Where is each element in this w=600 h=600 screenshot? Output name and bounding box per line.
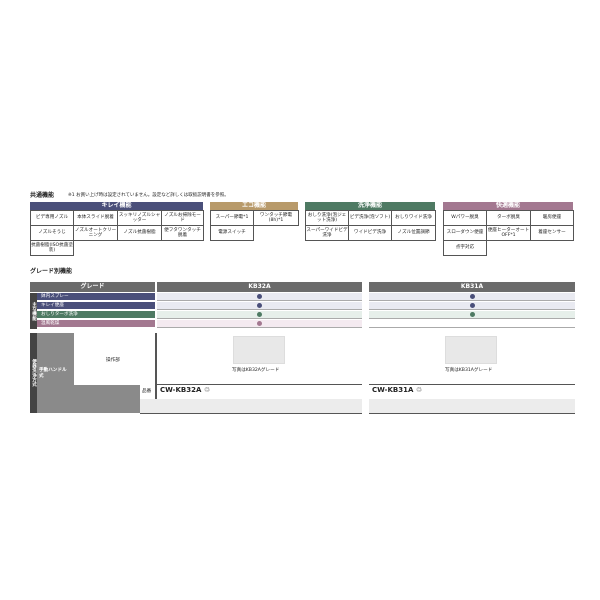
kirei-grid: ビデ専用ノズル 本体スライド脱着 スッキリノズルシャッター ノズルお掃除モードノズルそ… — [30, 210, 204, 256]
feature-cell: ノズル位置調節 — [392, 226, 436, 241]
feature-cell-kb31a — [369, 320, 575, 328]
feature-cell: 便フタワンタッチ脱着 — [162, 226, 204, 241]
feature-cell: スッキリノズルシャッター — [118, 211, 162, 226]
feature-cell-kb31a — [369, 293, 575, 301]
feature-cell-kb32a — [157, 311, 362, 319]
features-side-label: 主な機能 — [31, 301, 37, 321]
control-label: 操作部 — [106, 358, 120, 363]
empty-cell — [254, 226, 299, 240]
eco-mark-icon: ♲ — [203, 386, 211, 394]
divider — [157, 384, 362, 385]
senjo-header: 洗浄機能 — [305, 202, 435, 210]
kirei-header: キレイ機能 — [30, 202, 203, 210]
common-title: 共通機能 — [30, 192, 55, 199]
photo-caption-kb31a: 写真はKB31Aグレード — [445, 368, 493, 373]
empty-cell — [487, 241, 531, 255]
feature-cell: ノズル抗菌樹脂 — [118, 226, 162, 241]
feature-cell: ノズルそうじ — [31, 226, 74, 241]
feature-row-label: 鉢内スプレー — [37, 293, 155, 301]
blank-row — [369, 399, 575, 414]
feature-cell-kb32a — [157, 293, 362, 301]
part-number-kb31a: CW-KB31A ♲ — [372, 386, 423, 394]
part-label: 品番 — [142, 389, 152, 394]
blank-row — [140, 399, 362, 414]
feature-cell-kb31a — [369, 311, 575, 319]
empty-cell — [162, 241, 204, 255]
feature-cell: 暖房便座 — [531, 211, 574, 226]
flush-side-strip: 便器洗浄方式 — [30, 333, 37, 413]
grade-title: グレード別機能 — [30, 268, 73, 275]
feature-cell: ワンタッチ節電(8h)*1 — [254, 211, 299, 226]
feature-row-label: キレイ便座 — [37, 302, 155, 310]
available-dot-icon — [469, 294, 475, 299]
feature-cell: ワイドビデ洗浄 — [349, 226, 392, 241]
divider — [155, 333, 157, 413]
common-note: ※1 お買い上げ時は設定されていません。設定など詳しくは取扱説明書を参照。 — [68, 193, 229, 198]
feature-cell: ターボ脱臭 — [487, 211, 531, 226]
feature-cell: 電源スイッチ — [211, 226, 254, 241]
feature-cell: 着座センサー — [531, 226, 574, 241]
kaiteki-grid: Wパワー脱臭 ターボ脱臭 暖房便座スローダウン便座 便座ヒーターオートOFF*1 着座セ… — [443, 210, 574, 256]
feature-cell-kb32a — [157, 320, 362, 328]
empty-cell — [531, 241, 574, 255]
part-number-kb32a: CW-KB32A ♲ — [160, 386, 211, 394]
control-cell — [74, 333, 155, 385]
photo-caption-kb32a: 写真はKB32Aグレード — [232, 368, 280, 373]
feature-cell-kb32a — [157, 302, 362, 310]
feature-cell: スーパーワイドビデ洗浄 — [306, 226, 349, 241]
feature-cell: おしりワイド洗浄 — [392, 211, 436, 226]
empty-cell — [74, 241, 118, 255]
eco-mark-icon: ♲ — [415, 386, 423, 394]
feature-cell: スローダウン便座 — [444, 226, 487, 241]
feature-cell: Wパワー脱臭 — [444, 211, 487, 226]
feature-cell: ビデ専用ノズル — [31, 211, 74, 226]
flush-side-label: 便器洗浄方式 — [31, 359, 37, 387]
available-dot-icon — [257, 321, 262, 326]
flush-type: 手動ハンドル式 — [39, 368, 67, 379]
available-dot-icon — [469, 312, 475, 317]
eco-grid: スーパー節電*1 ワンタッチ節電(8h)*1 電源スイッチ — [210, 210, 299, 241]
kaiteki-header: 快適機能 — [443, 202, 573, 210]
senjo-grid: おしり洗浄(泡ジェット洗浄) ビデ洗浄(泡ソフト) おしりワイド洗浄スーパーワイドビ… — [305, 210, 436, 241]
available-dot-icon — [257, 294, 262, 299]
model-header-kb31a: KB31A — [369, 282, 575, 292]
eco-header: エコ機能 — [210, 202, 298, 210]
grade-header: グレード — [30, 282, 155, 292]
control-panel-photo-kb31a — [445, 336, 497, 364]
feature-cell-kb31a — [369, 302, 575, 310]
feature-cell: ビデ洗浄(泡ソフト) — [349, 211, 392, 226]
features-side-strip: 主な機能 — [30, 293, 37, 329]
available-dot-icon — [469, 303, 475, 308]
divider — [369, 384, 575, 385]
available-dot-icon — [257, 303, 262, 308]
feature-cell: 抗菌樹脂(ISO抗菌塗装) — [31, 241, 74, 256]
feature-cell: 便座ヒーターオートOFF*1 — [487, 226, 531, 241]
feature-cell: 本体スライド脱着 — [74, 211, 118, 226]
control-panel-photo-kb32a — [233, 336, 285, 364]
feature-cell: ノズルお掃除モード — [162, 211, 204, 226]
available-dot-icon — [257, 312, 262, 317]
model-header-kb32a: KB32A — [157, 282, 362, 292]
empty-cell — [118, 241, 162, 255]
feature-row-label: 温風乾燥 — [37, 320, 155, 328]
feature-row-label: おしりターボ洗浄 — [37, 311, 155, 319]
feature-cell: おしり洗浄(泡ジェット洗浄) — [306, 211, 349, 226]
feature-cell: スーパー節電*1 — [211, 211, 254, 226]
feature-cell: 点字対応 — [444, 241, 487, 256]
feature-cell: ノズルオートクリーニング — [74, 226, 118, 241]
